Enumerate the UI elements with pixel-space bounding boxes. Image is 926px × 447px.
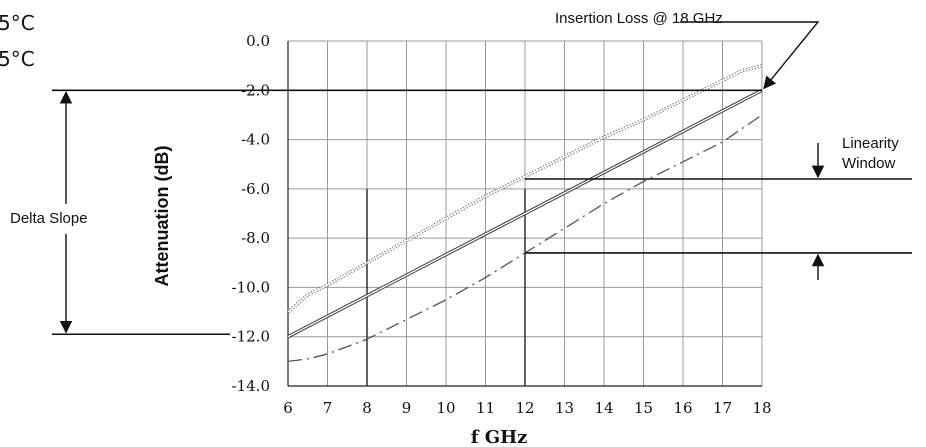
- linearity-label-line2: Window: [842, 155, 896, 172]
- series-group: [286, 64, 763, 363]
- x-tick-label-16: 16: [673, 399, 692, 417]
- x-tick-label-11: 11: [476, 399, 495, 417]
- insertion-loss-leader: [680, 21, 820, 90]
- x-tick-label-10: 10: [436, 399, 455, 417]
- y-tick-label-7: -14.0: [232, 377, 270, 395]
- delta-slope-label: Delta Slope: [10, 210, 88, 227]
- x-tick-label-18: 18: [752, 399, 771, 417]
- linearity-label-line1: Linearity: [842, 135, 899, 152]
- legend-fragment-2: 5°C: [0, 47, 35, 71]
- series-dashdot-line: [287, 114, 763, 363]
- series-solid-inner: [287, 89, 763, 338]
- x-tick-label-17: 17: [713, 399, 732, 417]
- x-tick-label-7: 7: [323, 399, 333, 417]
- x-tick-label-9: 9: [402, 399, 412, 417]
- x-axis-label: f GHz: [471, 427, 528, 447]
- x-tick-label-8: 8: [362, 399, 372, 417]
- x-tick-label-6: 6: [283, 399, 293, 417]
- y-tick-label-4: -8.0: [241, 229, 270, 247]
- plot-frame: [287, 41, 762, 387]
- reference-lines: [52, 21, 912, 336]
- y-tick-label-6: -12.0: [232, 328, 270, 346]
- x-tick-label-14: 14: [594, 399, 613, 417]
- y-tick-label-0: 0.0: [246, 32, 270, 50]
- y-axis-label: Attenuation (dB): [152, 146, 172, 287]
- y-tick-label-5: -10.0: [232, 278, 270, 296]
- x-tick-label-15: 15: [634, 399, 653, 417]
- y-tick-label-3: -6.0: [241, 180, 270, 198]
- legend-fragment-1: 5°C: [0, 11, 35, 35]
- tick-labels: 6 7 8 9 10 11 12 13 14 15 16 17 18 0.0 -2.0 -4.0 -6.0 -8.…: [232, 32, 772, 417]
- y-tick-label-1: -2.0: [241, 81, 270, 99]
- y-tick-label-2: -4.0: [241, 131, 270, 149]
- insertion-loss-label: Insertion Loss @ 18 GHz: [555, 10, 723, 27]
- grid: [287, 40, 763, 387]
- series-dotted-inner: [287, 64, 763, 313]
- x-tick-label-12: 12: [515, 399, 534, 417]
- x-tick-label-13: 13: [555, 399, 574, 417]
